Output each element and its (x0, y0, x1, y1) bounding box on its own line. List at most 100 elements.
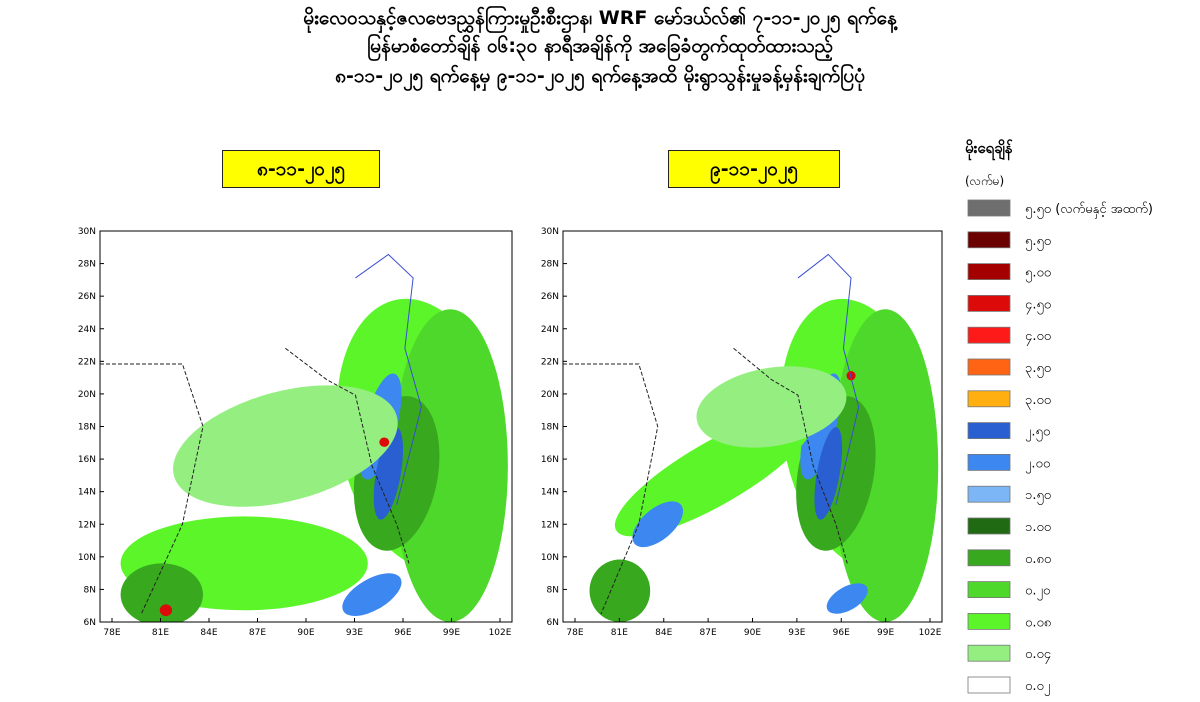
lon-label: 84E (200, 628, 217, 638)
lon-label: 90E (744, 628, 761, 638)
rain-area (832, 309, 939, 622)
legend-swatch (967, 613, 1011, 630)
lat-label: 12N (541, 520, 559, 530)
legend-swatch (967, 453, 1011, 471)
lat-label: 20N (78, 390, 96, 400)
lat-label: 22N (541, 357, 559, 367)
rain-area (589, 559, 651, 622)
lon-label: 78E (566, 628, 583, 638)
legend-label: ၃.၅၀ (1025, 361, 1051, 378)
legend-label: ၀.၀၄ (1025, 647, 1052, 664)
rain-area (696, 366, 847, 448)
lat-label: 6N (84, 618, 96, 628)
legend-swatch (967, 199, 1011, 217)
lon-label: 93E (346, 628, 363, 638)
lon-label: 102E (919, 628, 942, 638)
lat-label: 18N (78, 423, 96, 433)
lat-label: 26N (78, 292, 96, 302)
lon-label: 96E (394, 628, 411, 638)
lat-label: 26N (541, 292, 559, 302)
lon-label: 84E (655, 628, 672, 638)
legend-title: မိုးရေချိန် (965, 138, 1013, 161)
legend-unit: (လက်မ) (965, 173, 1004, 188)
legend-label: ၅.၅၀ (လက်မနှင့် အထက်) (1025, 201, 1153, 219)
title-line: ၈-၁၁-၂၀၂၅ ရက်နေ့မှ ၉-၁၁-၂၀၂၅ ရက်နေ့အထိ မ… (335, 65, 865, 87)
legend-label: ၀.၈၀ (1025, 552, 1051, 567)
title-line: မြန်မာစံတော်ချိန် ၀၆:၃၀ နာရီအချိန်ကို အခ… (366, 35, 834, 57)
rain-area (814, 427, 843, 520)
lat-label: 22N (78, 357, 96, 367)
legend-swatch (967, 263, 1011, 281)
legend-swatch (967, 422, 1011, 440)
border (797, 253, 860, 505)
legend-swatch (967, 549, 1011, 567)
rain-area (373, 427, 404, 520)
lon-label: 99E (877, 628, 894, 638)
legend-label: ၁.၅၀ (1025, 488, 1051, 505)
lat-label: 8N (547, 585, 559, 595)
legend-swatch (967, 326, 1011, 344)
legend-swatch (967, 231, 1011, 249)
lat-label: 10N (78, 553, 96, 563)
lat-label: 8N (84, 585, 96, 595)
lat-label: 24N (78, 325, 96, 335)
lat-label: 6N (547, 618, 559, 628)
rain-area (379, 437, 390, 447)
date-label: ၈-၁၁-၂၀၂၅ (222, 150, 380, 188)
legend-label: ၄.၅၀ (1025, 297, 1051, 314)
lat-label: 30N (78, 227, 96, 237)
lat-label: 12N (78, 520, 96, 530)
lon-label: 90E (297, 628, 314, 638)
lon-label: 81E (611, 628, 628, 638)
lat-label: 18N (541, 423, 559, 433)
rain-area (159, 604, 173, 617)
border (355, 253, 422, 505)
rain-area (342, 573, 402, 616)
legend-swatch (967, 485, 1011, 503)
lat-label: 20N (541, 390, 559, 400)
map-field (100, 253, 508, 622)
lat-label: 10N (541, 553, 559, 563)
lon-label: 93E (788, 628, 805, 638)
legend-swatch (967, 581, 1011, 598)
coastline (100, 347, 410, 615)
rain-area (173, 385, 398, 507)
lon-label: 81E (152, 628, 169, 638)
legend-label: ၀.၂၀ (1025, 584, 1050, 601)
lat-label: 28N (78, 260, 96, 270)
legend-swatch (967, 358, 1011, 376)
lon-label: 87E (700, 628, 717, 638)
rain-area (632, 501, 684, 548)
lat-label: 28N (541, 260, 559, 270)
rain-area (826, 583, 868, 614)
rain-area (120, 563, 203, 622)
legend-label: ၅.၀၀ (1025, 266, 1051, 283)
legend-swatch (967, 390, 1011, 408)
lat-label: 30N (541, 227, 559, 237)
legend-label: ၃.၀၀ (1025, 393, 1051, 410)
legend-swatch (967, 294, 1011, 312)
date-label: ၉-၁၁-၂၀၂၅ (668, 150, 840, 188)
map: 30N 28N 26N 24N 22N 20N 18N 16N 14N 12N 10N 8N 6N 78E… (541, 227, 943, 638)
legend-label: ၁.၀၀ (1025, 520, 1051, 535)
map: 30N 28N 26N 24N 22N 20N 18N 16N 14N 12N 10N 8N 6N 78E… (78, 227, 513, 638)
lat-label: 16N (541, 455, 559, 465)
lon-label: 78E (103, 628, 120, 638)
lat-label: 16N (78, 455, 96, 465)
title-line: မိုးလေဝသနှင့်ဇလဗေဒညွှန်ကြားမှုဦးစီးဌာန၊ … (303, 7, 897, 29)
lat-label: 14N (78, 488, 96, 498)
map-field (563, 253, 939, 622)
rain-area (392, 309, 508, 622)
legend-label: ၀.၀၈ (1025, 615, 1051, 630)
legend-label: ၂.၅၀ (1025, 425, 1050, 442)
legend-label: ၄.၀၀ (1025, 329, 1051, 346)
lon-label: 99E (443, 628, 460, 638)
legend-swatch (967, 517, 1011, 535)
legend-label: ၂.၀၀ (1025, 456, 1050, 473)
lon-label: 96E (833, 628, 850, 638)
legend-swatch (967, 644, 1011, 662)
lon-label: 102E (489, 628, 512, 638)
lon-label: 87E (249, 628, 266, 638)
